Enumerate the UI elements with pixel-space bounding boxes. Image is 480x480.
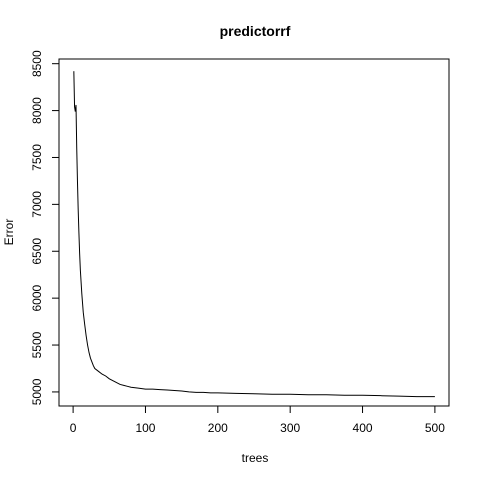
plot-frame (58, 58, 450, 407)
x-tick-label: 400 (353, 421, 373, 435)
y-axis-title: Error (2, 219, 16, 246)
y-tick-label: 5000 (30, 378, 44, 405)
chart-title: predictorrf (220, 23, 291, 39)
x-tick-label: 100 (135, 421, 155, 435)
x-tick-label: 200 (208, 421, 228, 435)
error-line (73, 71, 435, 398)
y-tick-label: 8500 (30, 50, 44, 77)
y-tick-label: 7000 (30, 191, 44, 218)
y-tick-label: 6000 (30, 284, 44, 311)
y-tick-label: 5500 (30, 331, 44, 358)
y-tick-label: 7500 (30, 144, 44, 171)
x-tick-label: 500 (425, 421, 445, 435)
y-tick-label: 6500 (30, 238, 44, 265)
x-tick-label: 300 (280, 421, 300, 435)
x-tick-label: 0 (70, 421, 77, 435)
y-axis: 5000 5500 6000 6500 7000 7500 8000 8500 (30, 50, 60, 405)
x-axis-title: trees (242, 451, 269, 465)
x-axis: 0 100 200 300 400 500 (70, 405, 445, 435)
y-tick-label: 8000 (30, 97, 44, 124)
